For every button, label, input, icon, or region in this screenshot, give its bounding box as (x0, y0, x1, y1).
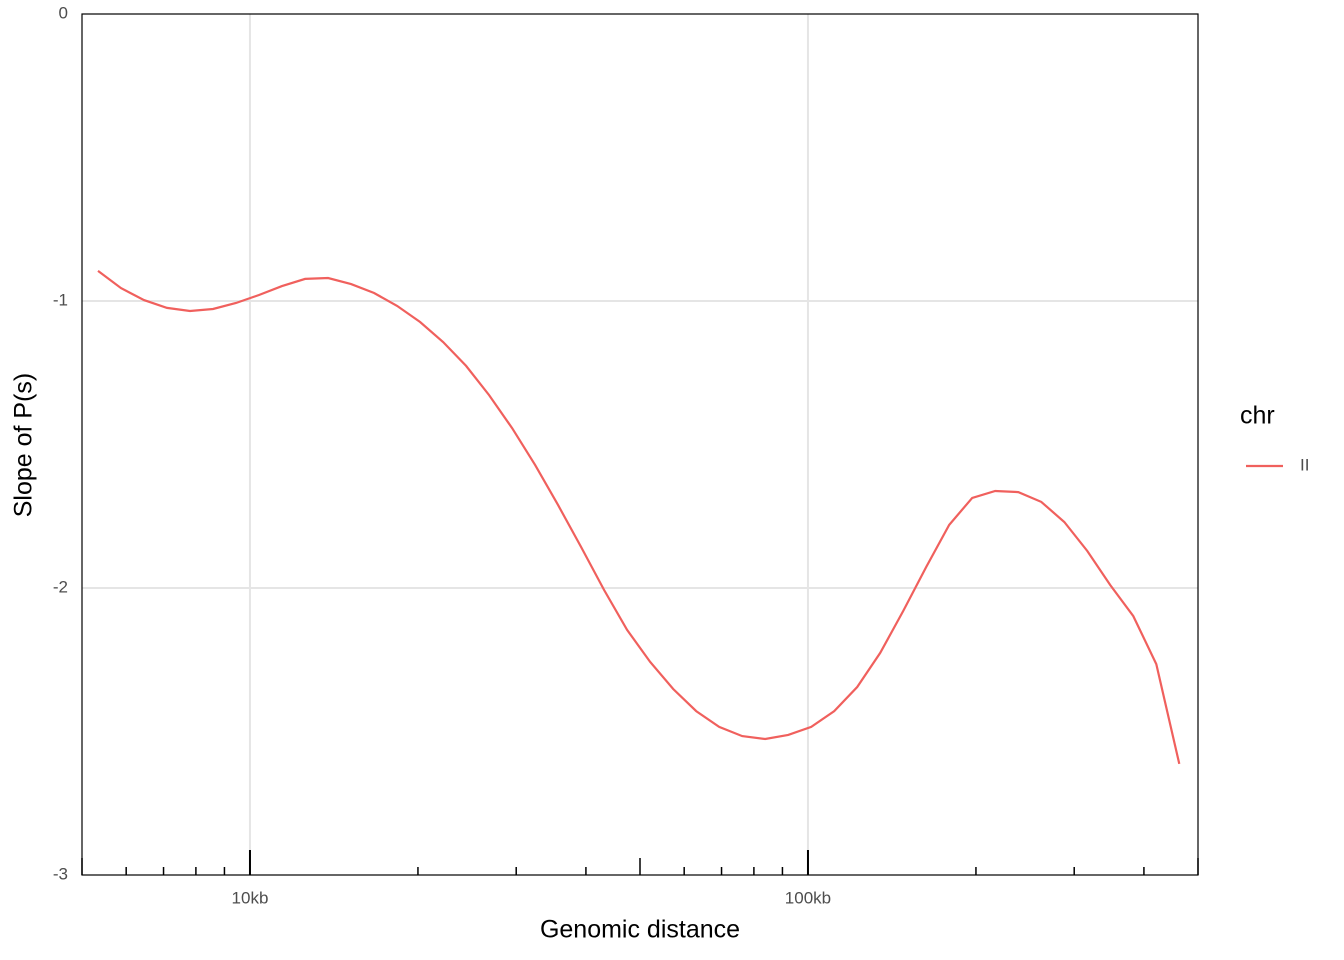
data-line (97, 270, 1181, 765)
x-axis-title: Genomic distance (540, 916, 740, 944)
legend-label: II (1300, 455, 1309, 474)
y-tick-label: -3 (53, 864, 68, 883)
y-tick-label: -1 (53, 290, 68, 309)
y-axis-title: Slope of P(s) (10, 373, 38, 518)
y-tick-label: -2 (53, 577, 68, 596)
x-tick-label: 10kb (232, 888, 269, 907)
plot-border (81, 13, 1199, 876)
x-tick-label: 100kb (785, 888, 831, 907)
y-tick-label: 0 (59, 3, 68, 22)
legend-title: chr (1240, 402, 1275, 430)
